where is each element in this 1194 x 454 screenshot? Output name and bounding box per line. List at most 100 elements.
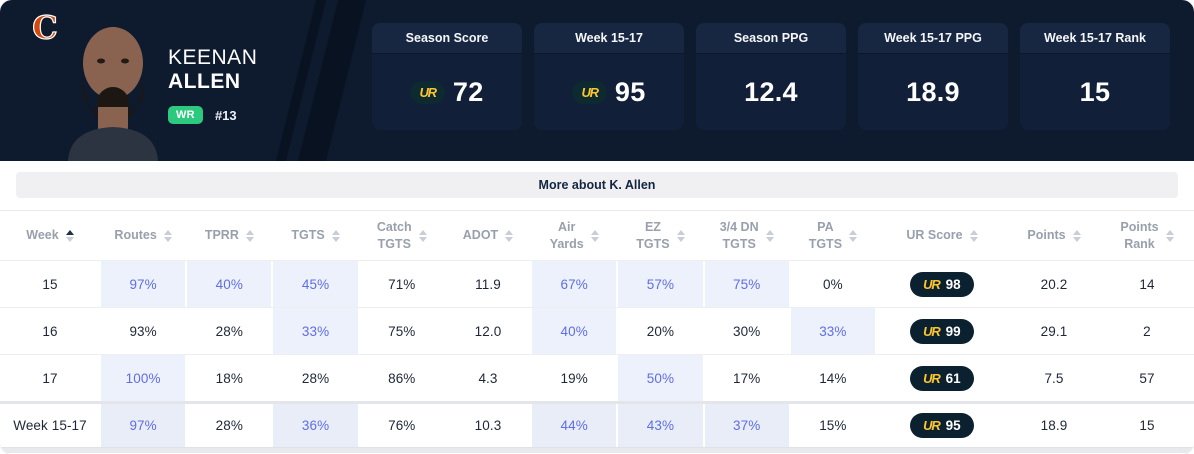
diagonal-stripe	[295, 0, 369, 161]
stat-cell-adot: 12.0	[474, 323, 502, 339]
stat-card-label: Week 15-17 Rank	[1020, 23, 1170, 54]
sort-icon	[849, 229, 858, 242]
stat-card-season-ppg: Season PPG 12.4	[696, 23, 846, 130]
column-header-points[interactable]: Points	[1008, 211, 1100, 260]
stat-card-label: Season Score	[372, 23, 522, 54]
column-header-points-rank[interactable]: Points Rank	[1100, 211, 1194, 260]
week-label: 16	[42, 323, 58, 339]
ur-logo-icon: UR	[923, 370, 941, 386]
stat-cell-routes: 97%	[100, 261, 187, 307]
stat-cell-tprr: 28%	[215, 418, 243, 433]
points-rank-cell: 57	[1139, 370, 1155, 386]
column-header-routes[interactable]: Routes	[100, 211, 186, 260]
column-header-34dn-tgts[interactable]: 3/4 DN TGTS	[704, 211, 790, 260]
sort-icon	[505, 229, 514, 242]
ur-score-badge: UR 61	[910, 365, 974, 391]
more-about-player-button[interactable]: More about K. Allen	[16, 172, 1178, 198]
column-header-tprr[interactable]: TPRR	[186, 211, 272, 260]
points-rank-cell: 15	[1139, 418, 1155, 433]
stat-card-label: Week 15-17 PPG	[858, 23, 1008, 54]
ur-logo-icon: UR	[923, 323, 941, 339]
stat-card-label: Week 15-17	[534, 23, 684, 54]
sort-icon	[1072, 229, 1081, 242]
stat-cell-34dn-tgts: 75%	[703, 261, 790, 307]
table-row-week-15-17-summary: Week 15-17 97% 28% 36% 76% 10.3 44% 43% …	[0, 401, 1194, 447]
column-header-ez-tgts[interactable]: EZ TGTS	[617, 211, 703, 260]
ur-logo-icon: UR	[923, 418, 941, 433]
ur-logo-icon: UR	[410, 80, 445, 104]
sort-icon	[65, 229, 74, 242]
stat-cell-catch-tgts: 75%	[388, 323, 416, 339]
week-label: 17	[42, 370, 58, 386]
stat-cell-air-yards: 44%	[531, 404, 618, 447]
points-cell: 7.5	[1044, 370, 1064, 386]
stat-cell-tgts: 36%	[272, 404, 359, 447]
column-header-week[interactable]: Week	[0, 211, 100, 260]
stat-cell-ez-tgts: 43%	[617, 404, 704, 447]
player-last-name: ALLEN	[168, 70, 241, 94]
stat-cell-routes: 100%	[100, 355, 187, 401]
stat-cell-tprr: 18%	[215, 370, 243, 386]
column-header-pa-tgts[interactable]: PA TGTS	[790, 211, 876, 260]
stat-card-week-score: Week 15-17 UR 95	[534, 23, 684, 130]
stat-cell-air-yards: 67%	[531, 261, 618, 307]
sort-icon	[163, 229, 172, 242]
column-header-ur-score[interactable]: UR Score	[876, 211, 1008, 260]
column-header-tgts[interactable]: TGTS	[272, 211, 358, 260]
ur-score-cell: UR 99	[876, 308, 1008, 354]
stat-cell-ez-tgts: 50%	[617, 355, 704, 401]
stat-card-value: 18.9	[906, 76, 960, 107]
stat-card-week-rank: Week 15-17 Rank 15	[1020, 23, 1170, 130]
stat-cell-tgts: 33%	[272, 308, 359, 354]
sort-icon	[331, 229, 340, 242]
stat-cell-air-yards: 19%	[560, 370, 588, 386]
stat-cell-ez-tgts: 57%	[617, 261, 704, 307]
stat-card-week-ppg: Week 15-17 PPG 18.9	[858, 23, 1008, 130]
sort-icon	[676, 229, 685, 242]
sort-icon	[969, 229, 978, 242]
stat-cell-routes: 93%	[129, 323, 157, 339]
week-label: 15	[42, 276, 58, 292]
ur-logo-icon: UR	[572, 80, 607, 104]
table-header-row: Week Routes TPRR TGTS Catch TGTS ADOT	[0, 210, 1194, 260]
column-header-air-yards[interactable]: Air Yards	[531, 211, 617, 260]
stat-cell-catch-tgts: 86%	[388, 370, 416, 386]
stat-cell-pa-tgts: 33%	[789, 308, 876, 354]
table-row-week-16: 16 93% 28% 33% 75% 12.0 40% 20% 30% 33% …	[0, 307, 1194, 354]
sort-icon	[1165, 229, 1174, 242]
sort-icon	[418, 229, 427, 242]
stat-cell-adot: 4.3	[478, 370, 498, 386]
stat-cell-adot: 11.9	[475, 276, 501, 292]
stat-cell-34dn-tgts: 17%	[732, 370, 761, 386]
stat-card-value: 12.4	[744, 76, 798, 107]
player-photo	[68, 27, 158, 161]
table-row-week-15: 15 97% 40% 45% 71% 11.9 67% 57% 75% 0% U…	[0, 260, 1194, 307]
points-rank-cell: 14	[1139, 276, 1155, 292]
ur-score-cell: UR 98	[876, 261, 1008, 307]
stat-cell-34dn-tgts: 37%	[703, 404, 790, 447]
column-header-adot[interactable]: ADOT	[445, 211, 531, 260]
week-label: Week 15-17	[13, 418, 87, 433]
stat-cell-tgts: 45%	[272, 261, 359, 307]
stat-cell-pa-tgts: 0%	[823, 276, 843, 292]
bears-team-logo-icon: C	[32, 12, 59, 44]
stat-cell-pa-tgts: 14%	[819, 370, 847, 386]
points-rank-cell: 2	[1143, 323, 1151, 339]
column-header-catch-tgts[interactable]: Catch TGTS	[359, 211, 445, 260]
stat-card-season-score: Season Score UR 72	[372, 23, 522, 130]
table-row-week-17: 17 100% 18% 28% 86% 4.3 19% 50% 17% 14% …	[0, 354, 1194, 401]
sort-icon	[590, 229, 599, 242]
stat-cell-catch-tgts: 71%	[388, 276, 416, 292]
bottom-strip	[0, 447, 1194, 453]
sort-icon	[765, 229, 774, 242]
points-cell: 20.2	[1040, 276, 1068, 292]
stat-card-label: Season PPG	[696, 23, 846, 54]
player-hero-header: C KEENAN ALLEN WR #13 Season Score UR	[0, 0, 1194, 161]
weekly-stats-table: Week Routes TPRR TGTS Catch TGTS ADOT	[0, 210, 1194, 447]
stat-card-value: 95	[614, 76, 646, 107]
player-first-name: KEENAN	[168, 46, 258, 69]
stat-cell-tprr: 28%	[215, 323, 243, 339]
ur-score-cell: UR 95	[876, 404, 1008, 447]
stat-card-value: 15	[1079, 76, 1111, 107]
